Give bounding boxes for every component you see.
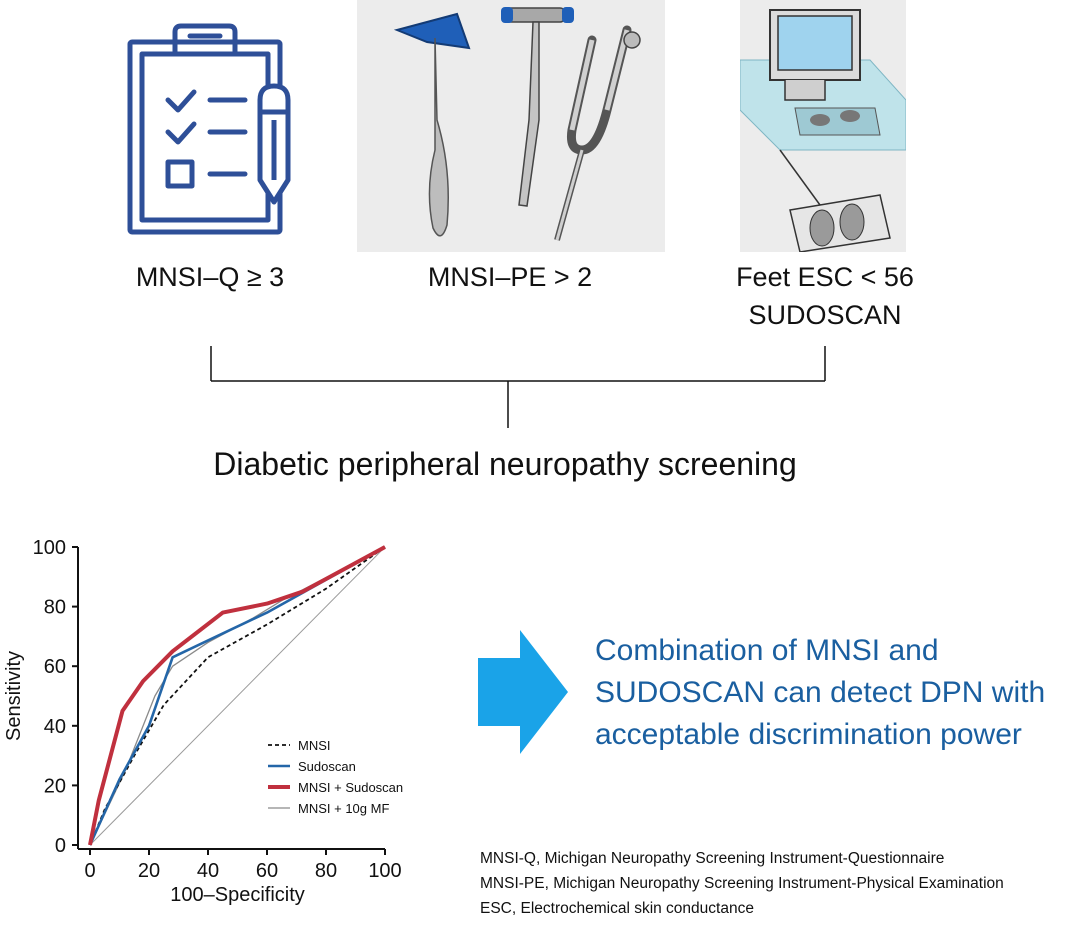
y-axis-label: Sensitivity bbox=[3, 651, 25, 741]
esc-caption-line2: SUDOSCAN bbox=[748, 300, 902, 330]
physical-exam-caption: MNSI–PE > 2 bbox=[427, 262, 593, 292]
abbreviation-esc: ESC, Electrochemical skin conductance bbox=[480, 900, 754, 917]
y-tick-label: 100 bbox=[33, 537, 66, 559]
x-tick-label: 0 bbox=[84, 860, 95, 882]
questionnaire-caption: MNSI–Q ≥ 3 bbox=[135, 262, 285, 292]
abbreviation-mnsi-q: MNSI-Q, Michigan Neuropathy Screening In… bbox=[480, 850, 945, 867]
x-tick-label: 20 bbox=[138, 860, 160, 882]
legend-label: MNSI + 10g MF bbox=[298, 801, 389, 816]
y-tick-label: 60 bbox=[44, 656, 66, 678]
x-axis-label: 100–Specificity bbox=[170, 884, 305, 906]
reference-line bbox=[89, 546, 386, 846]
x-tick-label: 80 bbox=[315, 860, 337, 882]
conclusion-text: Combination of MNSI and SUDOSCAN can det… bbox=[595, 630, 1075, 756]
legend-label: Sudoscan bbox=[298, 759, 356, 774]
series-line-mnsi-sudoscan bbox=[88, 545, 386, 846]
conclusion-line3: acceptable discrimination power bbox=[595, 718, 1022, 751]
sudoscan-device-illustration bbox=[739, 0, 907, 253]
legend-label: MNSI + Sudoscan bbox=[298, 780, 403, 795]
right-arrow-icon bbox=[478, 630, 568, 754]
main-title: Diabetic peripheral neuropathy screening bbox=[213, 446, 797, 482]
abbreviation-mnsi-pe: MNSI-PE, Michigan Neuropathy Screening I… bbox=[480, 875, 1004, 892]
y-tick-label: 20 bbox=[44, 775, 66, 797]
conclusion-line1: Combination of MNSI and bbox=[595, 634, 939, 667]
legend-label: MNSI bbox=[298, 738, 331, 753]
y-tick-label: 40 bbox=[44, 716, 66, 738]
clipboard-checklist-icon bbox=[120, 20, 300, 240]
series-line-sudoscan bbox=[88, 545, 386, 846]
x-tick-label: 100 bbox=[368, 860, 401, 882]
conclusion-line2: SUDOSCAN can detect DPN with bbox=[595, 676, 1046, 709]
series-line-mnsi bbox=[89, 546, 386, 846]
abbreviations: MNSI-Q, Michigan Neuropathy Screening In… bbox=[480, 846, 1004, 921]
roc-chart: 0 20 40 60 80 100 0 20 40 60 80 100 100–Specificity S… bbox=[3, 537, 403, 906]
esc-caption-line1: Feet ESC < 56 bbox=[736, 262, 914, 292]
y-tick-label: 80 bbox=[44, 597, 66, 619]
x-tick-label: 60 bbox=[256, 860, 278, 882]
x-tick-label: 40 bbox=[197, 860, 219, 882]
reflex-hammers-tuning-fork-illustration bbox=[357, 0, 665, 252]
y-tick-label: 0 bbox=[55, 835, 66, 857]
bracket-connector bbox=[210, 346, 826, 428]
